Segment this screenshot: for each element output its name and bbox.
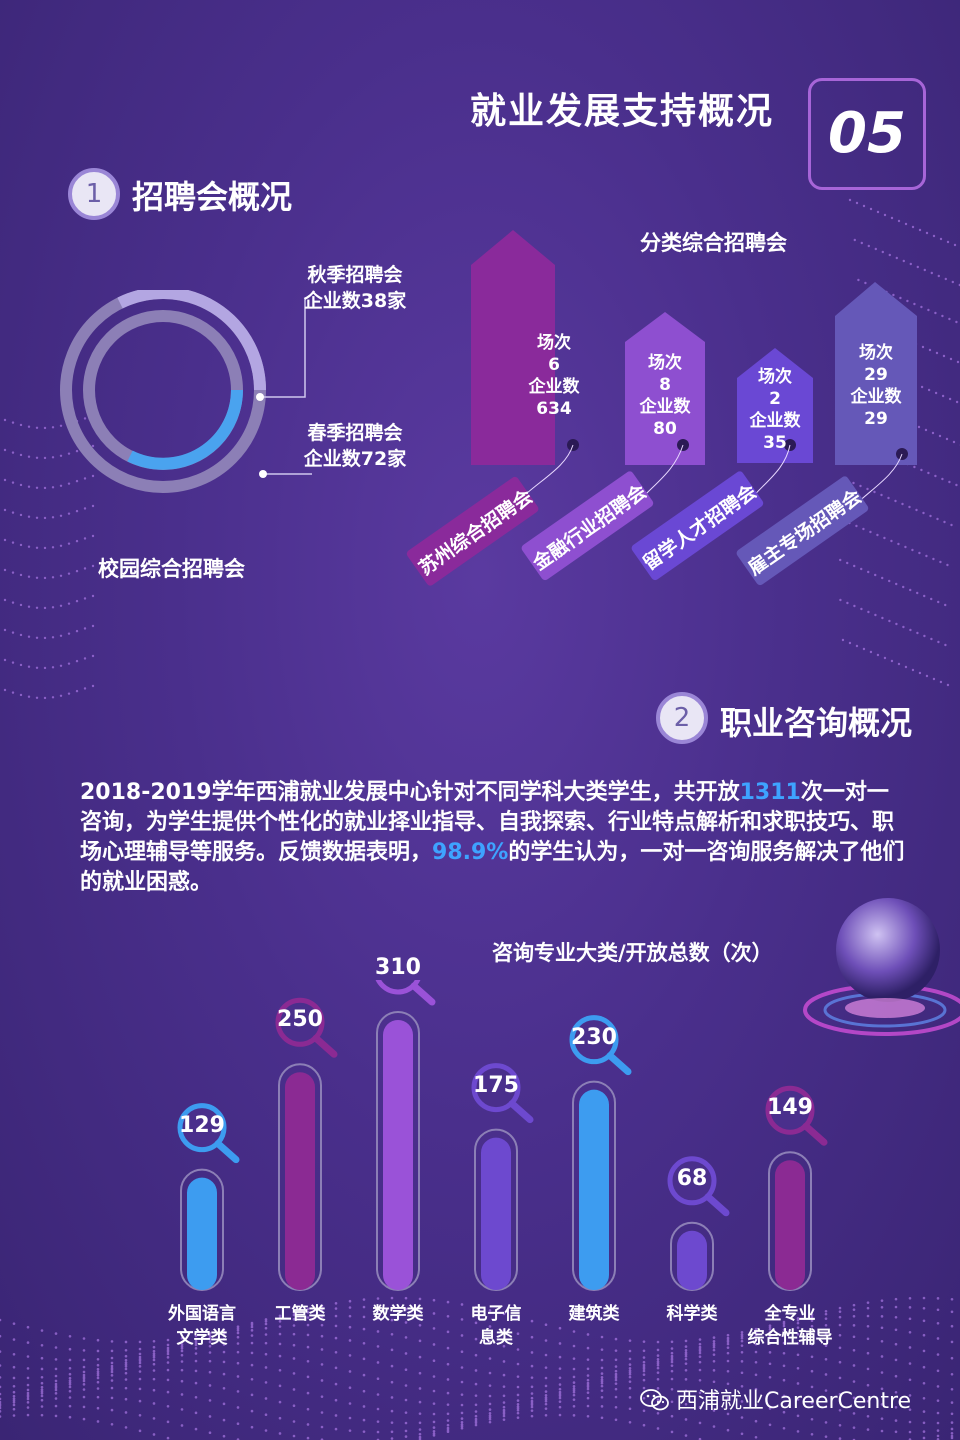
magnifier-handle <box>508 1100 534 1124</box>
bar-工管类 <box>285 1072 315 1290</box>
campus-fair-label: 校园综合招聘会 <box>98 557 245 581</box>
wechat-icon <box>640 1388 670 1412</box>
bar-科学类 <box>677 1230 707 1290</box>
category-fair-title: 分类综合招聘会 <box>640 231 787 255</box>
companies-label: 企业数 <box>639 397 691 417</box>
para-text: 的学生认为，一对一咨询服务解决了他们的就业困惑。 <box>80 840 905 895</box>
tag-finance <box>625 312 705 465</box>
tag-name-box <box>521 471 654 581</box>
autumn-leader-dot <box>256 393 264 401</box>
magnifier-icon <box>275 997 325 1047</box>
sessions-value: 6 <box>548 355 560 375</box>
chart-title: 咨询专业大类/开放总数（次） <box>492 941 773 965</box>
companies-label: 企业数 <box>749 411 801 431</box>
para-text: 2018-2019学年西浦就业发展中心针对不同学科大类学生，共开放 <box>80 780 740 805</box>
highlight-consult-count: 1311 <box>739 780 801 805</box>
magnifier-icon <box>667 1156 717 1206</box>
tag-name-box <box>736 476 869 586</box>
section-number: 05 <box>828 101 906 166</box>
footer-text: 西浦就业CareerCentre <box>676 1389 912 1414</box>
consultation-paragraph: 2018-2019学年西浦就业发展中心针对不同学科大类学生，共开放1311次一对… <box>80 778 910 898</box>
companies-label: 企业数 <box>528 377 580 397</box>
spring-fair-count: 企业数72家 <box>303 448 407 470</box>
magnifier-icon <box>569 1015 619 1065</box>
magnifier-icon <box>765 1085 815 1135</box>
inner-ring-highlight <box>127 389 243 470</box>
magnifier-handle <box>312 1034 338 1058</box>
spring-fair-label: 春季招聘会 企业数72家 <box>290 420 420 472</box>
companies-value: 80 <box>653 419 677 439</box>
magnifier-handle <box>606 1052 632 1076</box>
magnifier-handle <box>410 982 436 1006</box>
campus-fair-rings <box>60 290 312 493</box>
sessions-label: 场次 <box>648 353 682 373</box>
footer-brand: 西浦就业CareerCentre <box>640 1383 911 1415</box>
sessions-label: 场次 <box>859 343 893 363</box>
section2-index-badge: 2 <box>656 692 708 744</box>
magnifier-handle <box>704 1193 730 1217</box>
tag-suzhou <box>471 230 555 465</box>
consultation-bar-chart <box>177 980 828 1292</box>
suzhou-fair-stats: 场次 6 企业数 634 <box>511 332 597 420</box>
page-title: 就业发展支持概况 <box>470 91 775 132</box>
sessions-label: 场次 <box>758 367 792 387</box>
sessions-value: 8 <box>659 375 671 395</box>
bar-电子信息类 <box>481 1137 511 1290</box>
companies-value: 634 <box>536 399 572 419</box>
sessions-label: 场次 <box>537 333 571 353</box>
tag-name-box <box>631 471 764 581</box>
autumn-fair-name: 秋季招聘会 <box>307 264 403 286</box>
companies-value: 29 <box>864 409 888 429</box>
finance-fair-stats: 场次 8 企业数 80 <box>625 352 705 440</box>
bar-数学类 <box>383 1020 413 1290</box>
section2-title: 职业咨询概况 <box>720 704 913 742</box>
sessions-value: 29 <box>864 365 888 385</box>
magnifier-icon <box>471 1063 521 1113</box>
magnifier-handle <box>214 1140 240 1164</box>
tag-name-box <box>406 476 539 586</box>
tag-overseas <box>737 348 813 463</box>
employer-fair-stats: 场次 29 企业数 29 <box>835 342 917 430</box>
magnifier-icon <box>177 1103 227 1153</box>
section-number-box: 05 <box>808 78 926 190</box>
decorative-orb <box>803 898 960 1036</box>
outer-ring-highlight <box>117 290 266 391</box>
autumn-fair-count: 企业数38家 <box>303 290 407 312</box>
overseas-fair-stats: 场次 2 企业数 35 <box>737 366 813 454</box>
para-text: 次一对一咨询，为学生提供个性化的就业择业指导、自我探索、行业特点解析和求职技巧、… <box>80 780 895 865</box>
bar-外国语言文学类 <box>187 1177 217 1290</box>
companies-label: 企业数 <box>850 387 902 407</box>
spring-leader-dot <box>259 470 267 478</box>
section1-index-badge: 1 <box>68 168 120 220</box>
companies-value: 35 <box>763 433 787 453</box>
category-fair-tags <box>406 230 917 586</box>
bar-全专业综合性辅导 <box>775 1160 805 1290</box>
tag-employer <box>835 282 917 465</box>
autumn-leader-line <box>260 298 306 398</box>
magnifier-handle <box>802 1122 828 1146</box>
spring-fair-name: 春季招聘会 <box>307 422 403 444</box>
magnifier-icon <box>375 980 421 995</box>
section1-title: 招聘会概况 <box>132 178 293 216</box>
autumn-fair-label: 秋季招聘会 企业数38家 <box>290 262 420 314</box>
bar-建筑类 <box>579 1089 609 1290</box>
sessions-value: 2 <box>769 389 781 409</box>
highlight-satisfaction-rate: 98.9% <box>432 840 509 865</box>
